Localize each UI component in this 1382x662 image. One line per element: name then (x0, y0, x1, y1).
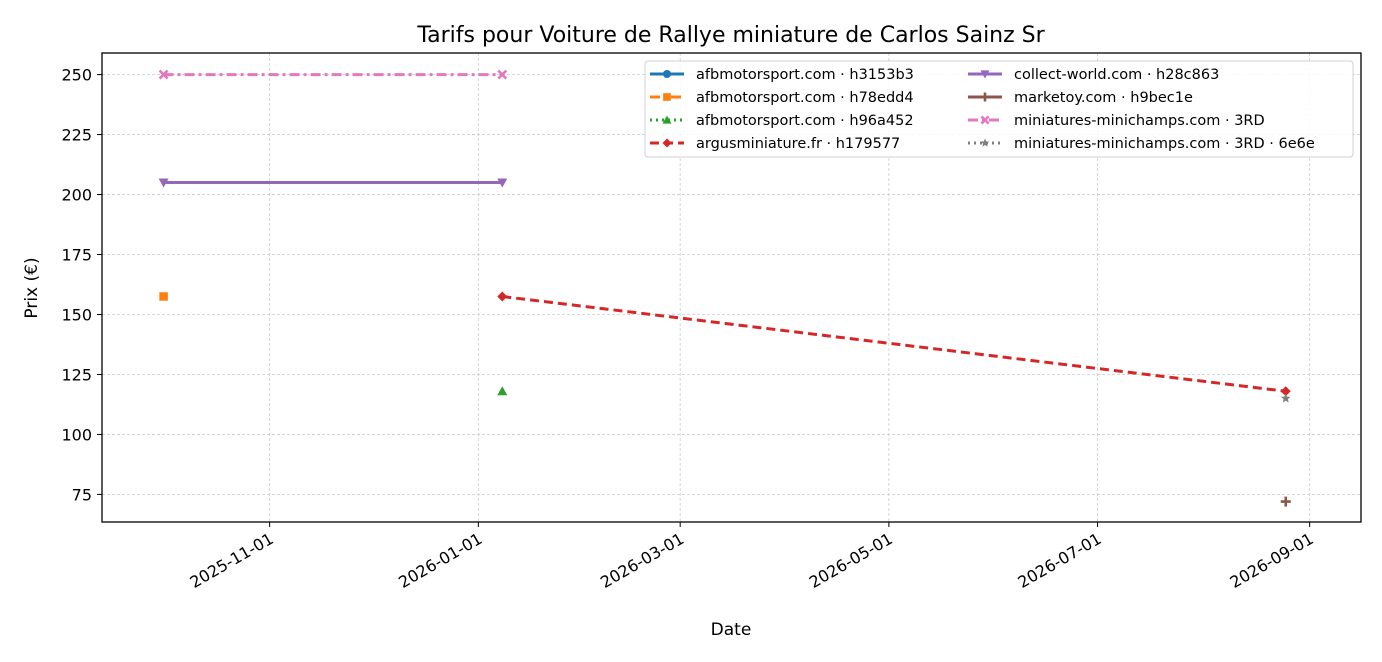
x-axis-title: Date (711, 620, 752, 640)
series-5 (1280, 496, 1291, 507)
y-tick-label: 75 (72, 485, 92, 504)
legend-item: afbmotorsport.com · h78edd4 (650, 90, 914, 106)
x-tick-label: 2026-01-01 (395, 529, 485, 592)
series-layer (158, 69, 1291, 507)
y-tick-label: 175 (61, 246, 92, 265)
legend: afbmotorsport.com · h3153b3 afbmotorsport… (644, 60, 1354, 158)
data-point (1280, 386, 1291, 397)
legend-marker (980, 70, 990, 79)
y-tick-label: 200 (61, 186, 92, 205)
data-point (497, 178, 508, 188)
legend-marker (663, 93, 671, 101)
legend-marker (662, 115, 672, 124)
legend-label: miniatures-minichamps.com · 3RD (1014, 113, 1265, 129)
plot-frame (101, 52, 1362, 523)
series-6 (158, 69, 508, 80)
grid (102, 53, 1361, 522)
x-tick-label: 2026-07-01 (1015, 529, 1105, 592)
y-tick-label: 125 (61, 365, 92, 384)
x-tick-label: 2025-11-01 (187, 529, 277, 592)
data-point (1280, 496, 1291, 507)
legend-item: marketoy.com · h9bec1e (968, 90, 1193, 106)
legend-marker (662, 138, 672, 148)
legend-item: miniatures-minichamps.com · 3RD · 6e6e (968, 136, 1315, 152)
legend-item: miniatures-minichamps.com · 3RD (968, 113, 1265, 129)
chart-title: Tarifs pour Voiture de Rallye miniature … (416, 23, 1045, 48)
legend-marker (980, 115, 990, 125)
y-tick-label: 250 (61, 66, 92, 85)
data-point (497, 291, 508, 302)
series-7 (1280, 393, 1291, 403)
y-axis-title: Prix (€) (22, 257, 42, 318)
legend-marker (662, 69, 672, 79)
legend-label: miniatures-minichamps.com · 3RD · 6e6e (1014, 136, 1315, 152)
data-point (158, 69, 169, 80)
data-point (1280, 393, 1291, 403)
series-2 (497, 386, 508, 396)
y-axis: 75 100 125 150 175 200 225 250 (61, 66, 102, 504)
legend-item: argusminiature.fr · h179577 (650, 136, 900, 152)
legend-marker (980, 92, 990, 102)
legend-label: argusminiature.fr · h179577 (696, 136, 900, 152)
data-point (497, 386, 508, 396)
legend-marker (980, 138, 990, 147)
y-tick-label: 100 (61, 425, 92, 444)
legend-label: marketoy.com · h9bec1e (1014, 90, 1193, 106)
y-tick-label: 225 (61, 126, 92, 145)
y-tick-label: 150 (61, 305, 92, 324)
data-point (158, 178, 169, 188)
x-tick-label: 2026-09-01 (1227, 529, 1317, 592)
x-tick-label: 2026-05-01 (806, 529, 896, 592)
legend-item: afbmotorsport.com · h3153b3 (650, 67, 914, 83)
legend-item: collect-world.com · h28c863 (968, 67, 1219, 83)
x-tick-label: 2026-03-01 (597, 529, 687, 592)
legend-frame (644, 60, 1354, 158)
legend-label: afbmotorsport.com · h96a452 (696, 113, 914, 129)
series-4 (158, 178, 508, 188)
legend-item: afbmotorsport.com · h96a452 (650, 113, 914, 129)
series-3 (497, 291, 1291, 397)
x-axis: 2025-11-01 2026-01-01 2026-03-01 2026-05-01… (187, 522, 1317, 592)
data-point (497, 69, 508, 80)
legend-label: collect-world.com · h28c863 (1014, 67, 1219, 83)
legend-label: afbmotorsport.com · h3153b3 (696, 67, 914, 83)
series-line (502, 295, 1286, 393)
legend-label: afbmotorsport.com · h78edd4 (696, 90, 914, 106)
series-1 (159, 292, 168, 301)
data-point (159, 292, 168, 301)
